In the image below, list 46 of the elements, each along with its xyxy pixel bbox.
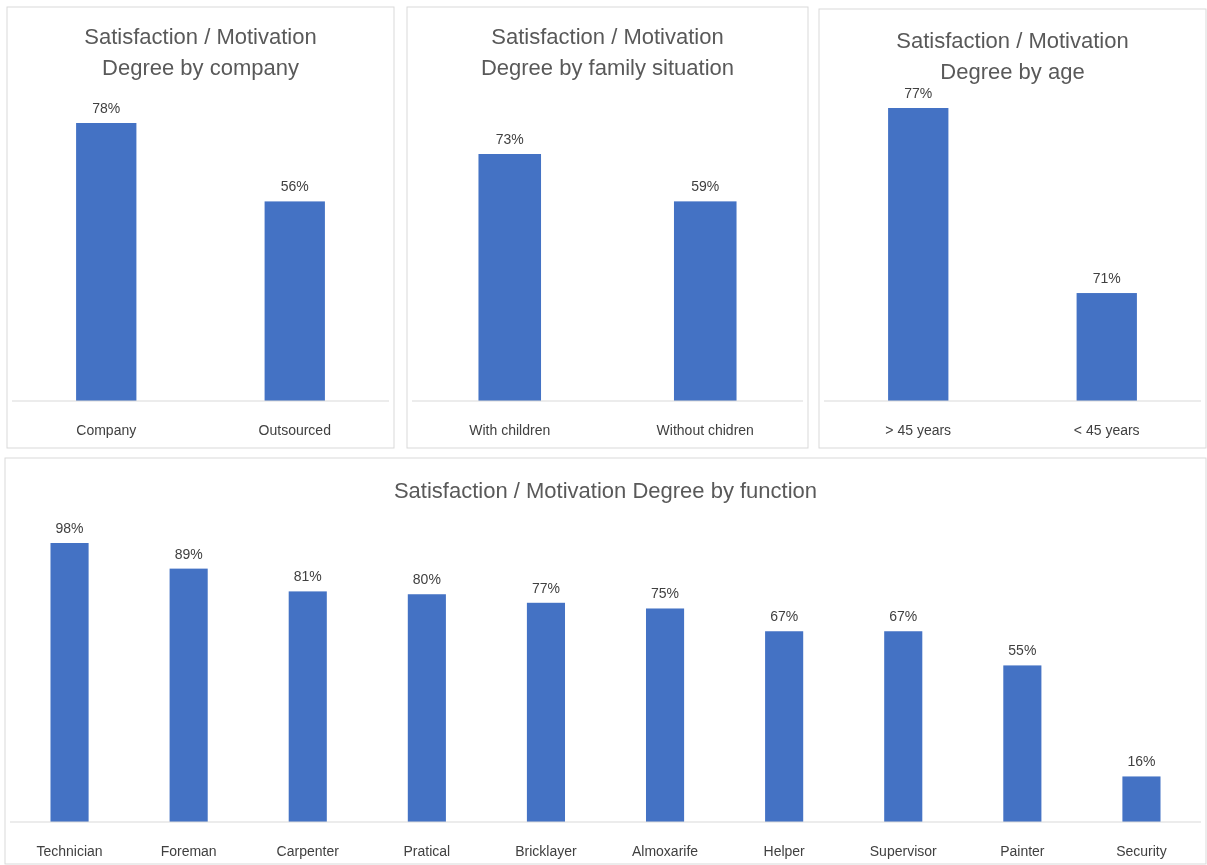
x-tick-label: < 45 years: [1073, 422, 1140, 438]
data-label: 16%: [1127, 753, 1156, 770]
x-tick-label: Supervisor: [869, 843, 938, 859]
x-tick-label: Painter: [1000, 843, 1045, 859]
bar: [1122, 776, 1161, 822]
chart-title: Satisfaction / Motivation Degree by function: [393, 478, 818, 503]
x-tick-label: Foreman: [160, 843, 217, 859]
x-tick-label: Carpenter: [276, 843, 340, 859]
chart-title: Satisfaction / Motivation Degree by age: [896, 28, 1129, 84]
data-label: 98%: [55, 520, 84, 536]
bar: [407, 594, 446, 822]
data-label: 67%: [770, 608, 799, 625]
data-label: 59%: [691, 178, 720, 195]
data-label: 55%: [1008, 642, 1037, 659]
bar: [1003, 665, 1042, 822]
bar: [169, 568, 208, 822]
chart-title: Satisfaction / Motivation Degree by family situation: [480, 24, 735, 80]
data-label: 75%: [651, 585, 680, 602]
bar: [288, 591, 327, 822]
x-tick-label: Without chidren: [656, 422, 754, 438]
x-tick-label: Outsourced: [258, 422, 331, 438]
bar: [884, 631, 923, 822]
x-tick-label: Bricklayer: [515, 843, 578, 859]
data-label: 73%: [495, 131, 524, 147]
x-tick-label: Pratical: [403, 843, 451, 859]
x-tick-label: Almoxarife: [631, 843, 699, 859]
data-label: 77%: [531, 579, 560, 596]
data-label: 80%: [412, 571, 441, 588]
x-tick-label: Technician: [36, 843, 103, 859]
data-label: 89%: [174, 545, 203, 562]
data-label: 71%: [1092, 270, 1121, 287]
bar: [765, 631, 804, 822]
x-tick-label: > 45 years: [885, 422, 952, 438]
data-label: 77%: [904, 85, 933, 101]
bar: [645, 608, 685, 822]
x-tick-label: Security: [1116, 843, 1167, 859]
x-tick-label: With children: [469, 422, 551, 438]
data-label: 67%: [889, 608, 918, 625]
chart-title: Satisfaction / Motivation Degree by company: [84, 24, 317, 80]
data-label: 81%: [293, 568, 322, 585]
x-tick-label: Helper: [763, 843, 806, 859]
x-tick-label: Company: [76, 422, 137, 438]
bar: [50, 543, 89, 822]
data-label: 78%: [92, 100, 121, 116]
data-label: 56%: [280, 178, 309, 195]
bar: [526, 602, 566, 822]
